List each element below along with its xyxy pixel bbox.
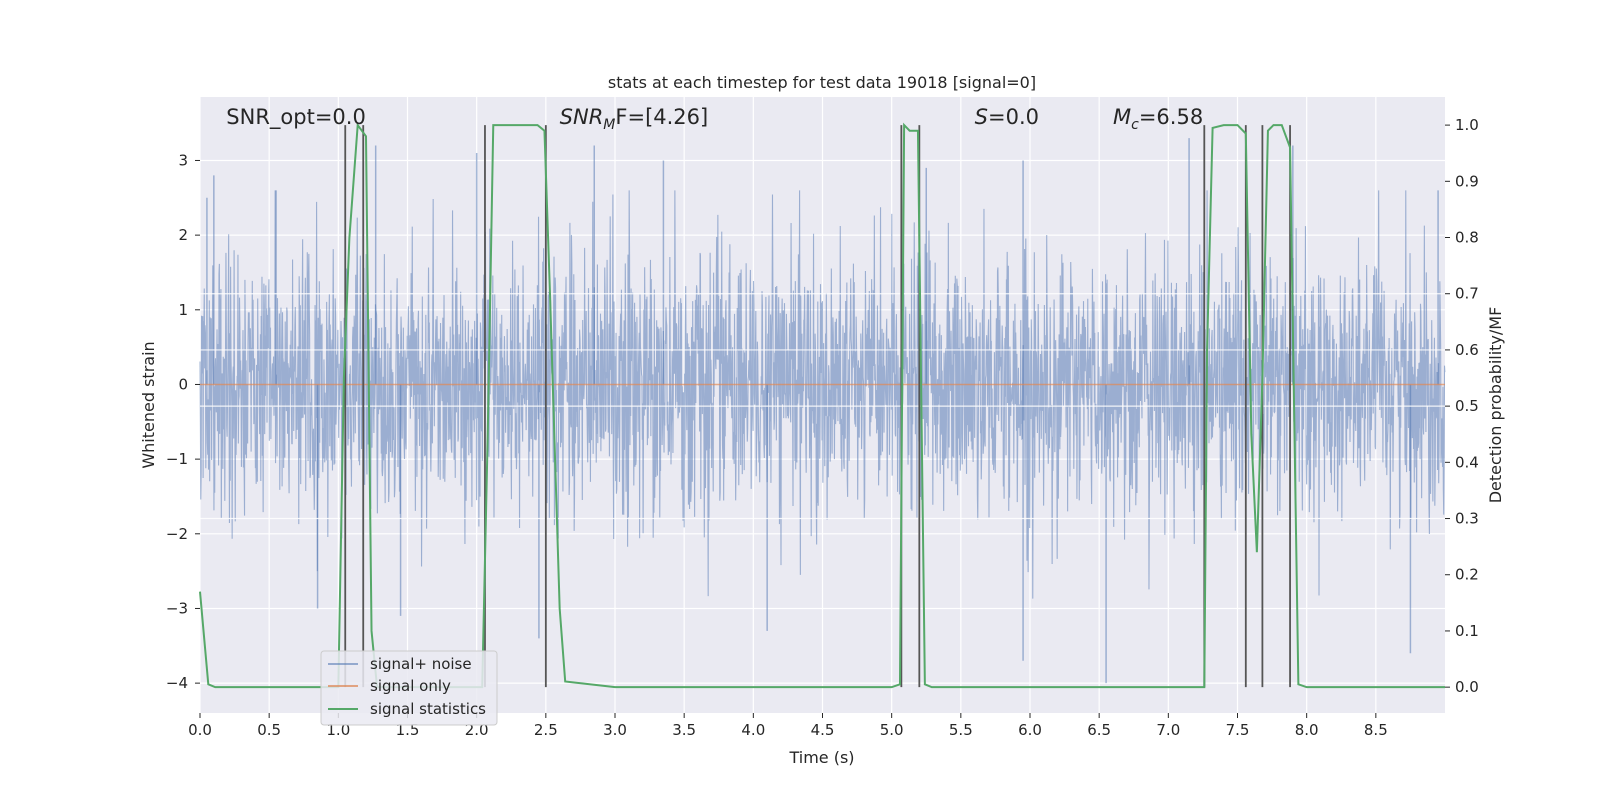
stats-series xyxy=(199,122,1445,689)
y-tick-label: −3 xyxy=(166,599,188,617)
annotation-2: S=0.0 xyxy=(975,105,1039,129)
x-tick-label: 5.0 xyxy=(880,721,904,739)
y-tick-label: 2 xyxy=(178,226,188,244)
stats-line xyxy=(199,122,1445,689)
right-y-tick-label: 0.4 xyxy=(1455,453,1479,471)
right-y-tick-label: 0.9 xyxy=(1455,172,1479,190)
noise-series xyxy=(199,138,1446,684)
x-tick-label: 7.5 xyxy=(1226,721,1250,739)
legend-label-signal: signal only xyxy=(370,677,451,695)
right-y-tick-label: 0.6 xyxy=(1455,341,1479,359)
annotations: SNR_opt=0.0 SNRMF=[4.26] S=0.0 Mc=6.58 xyxy=(226,105,1203,133)
y-tick-label: 3 xyxy=(178,151,188,169)
x-tick-label: 6.0 xyxy=(1018,721,1042,739)
right-y-tick-label: 0.1 xyxy=(1455,622,1479,640)
x-tick-label: 8.0 xyxy=(1295,721,1319,739)
y-tick-label: −2 xyxy=(166,525,188,543)
y-tick-label: −4 xyxy=(166,674,188,692)
x-tick-label: 4.0 xyxy=(741,721,765,739)
annotation-0: SNR_opt=0.0 xyxy=(226,105,366,130)
y-tick-label: 0 xyxy=(178,375,188,393)
x-tick-label: 0.0 xyxy=(188,721,212,739)
y-tick-label: −1 xyxy=(166,450,188,468)
x-tick-label: 8.5 xyxy=(1364,721,1388,739)
x-axis-label: Time (s) xyxy=(788,748,854,767)
legend-label-stats: signal statistics xyxy=(370,700,486,718)
noise-line xyxy=(199,190,1446,599)
right-y-axis-ticks: 1.0 0.9 0.8 0.7 0.6 0.5 0.4 0.3 0.2 0.1 0.0 xyxy=(1445,116,1479,696)
x-tick-label: 3.5 xyxy=(672,721,696,739)
right-y-tick-label: 0.7 xyxy=(1455,285,1479,303)
right-y-tick-label: 1.0 xyxy=(1455,116,1479,134)
right-y-tick-label: 0.5 xyxy=(1455,397,1479,415)
x-tick-label: 6.5 xyxy=(1087,721,1111,739)
y-tick-label: 1 xyxy=(178,301,188,319)
annotation-1: SNRMF=[4.26] xyxy=(560,105,709,133)
legend-label-noise: signal+ noise xyxy=(370,655,472,673)
legend-box xyxy=(320,650,498,726)
right-y-axis-label: Detection probability/MF xyxy=(1486,307,1505,504)
right-y-tick-label: 0.0 xyxy=(1455,678,1479,696)
right-y-tick-label: 0.3 xyxy=(1455,510,1479,528)
legend: signal+ noise signal only signal statist… xyxy=(320,650,498,726)
chart-title: stats at each timestep for test data 190… xyxy=(608,73,1036,92)
right-y-tick-label: 0.2 xyxy=(1455,566,1479,584)
annotation-3: Mc=6.58 xyxy=(1113,105,1203,133)
x-tick-label: 0.5 xyxy=(257,721,281,739)
x-tick-label: 2.5 xyxy=(534,721,558,739)
right-y-tick-label: 0.8 xyxy=(1455,229,1479,247)
y-axis-label: Whitened strain xyxy=(139,341,158,468)
x-tick-label: 4.5 xyxy=(811,721,835,739)
x-tick-label: 5.5 xyxy=(949,721,973,739)
x-tick-label: 7.0 xyxy=(1156,721,1180,739)
right-axis-grid-lines xyxy=(200,293,1445,520)
y-axis-ticks: 3 2 1 0 −1 −2 −3 −4 xyxy=(166,151,200,692)
x-tick-label: 3.0 xyxy=(603,721,627,739)
vertical-marker-lines xyxy=(344,125,1291,688)
